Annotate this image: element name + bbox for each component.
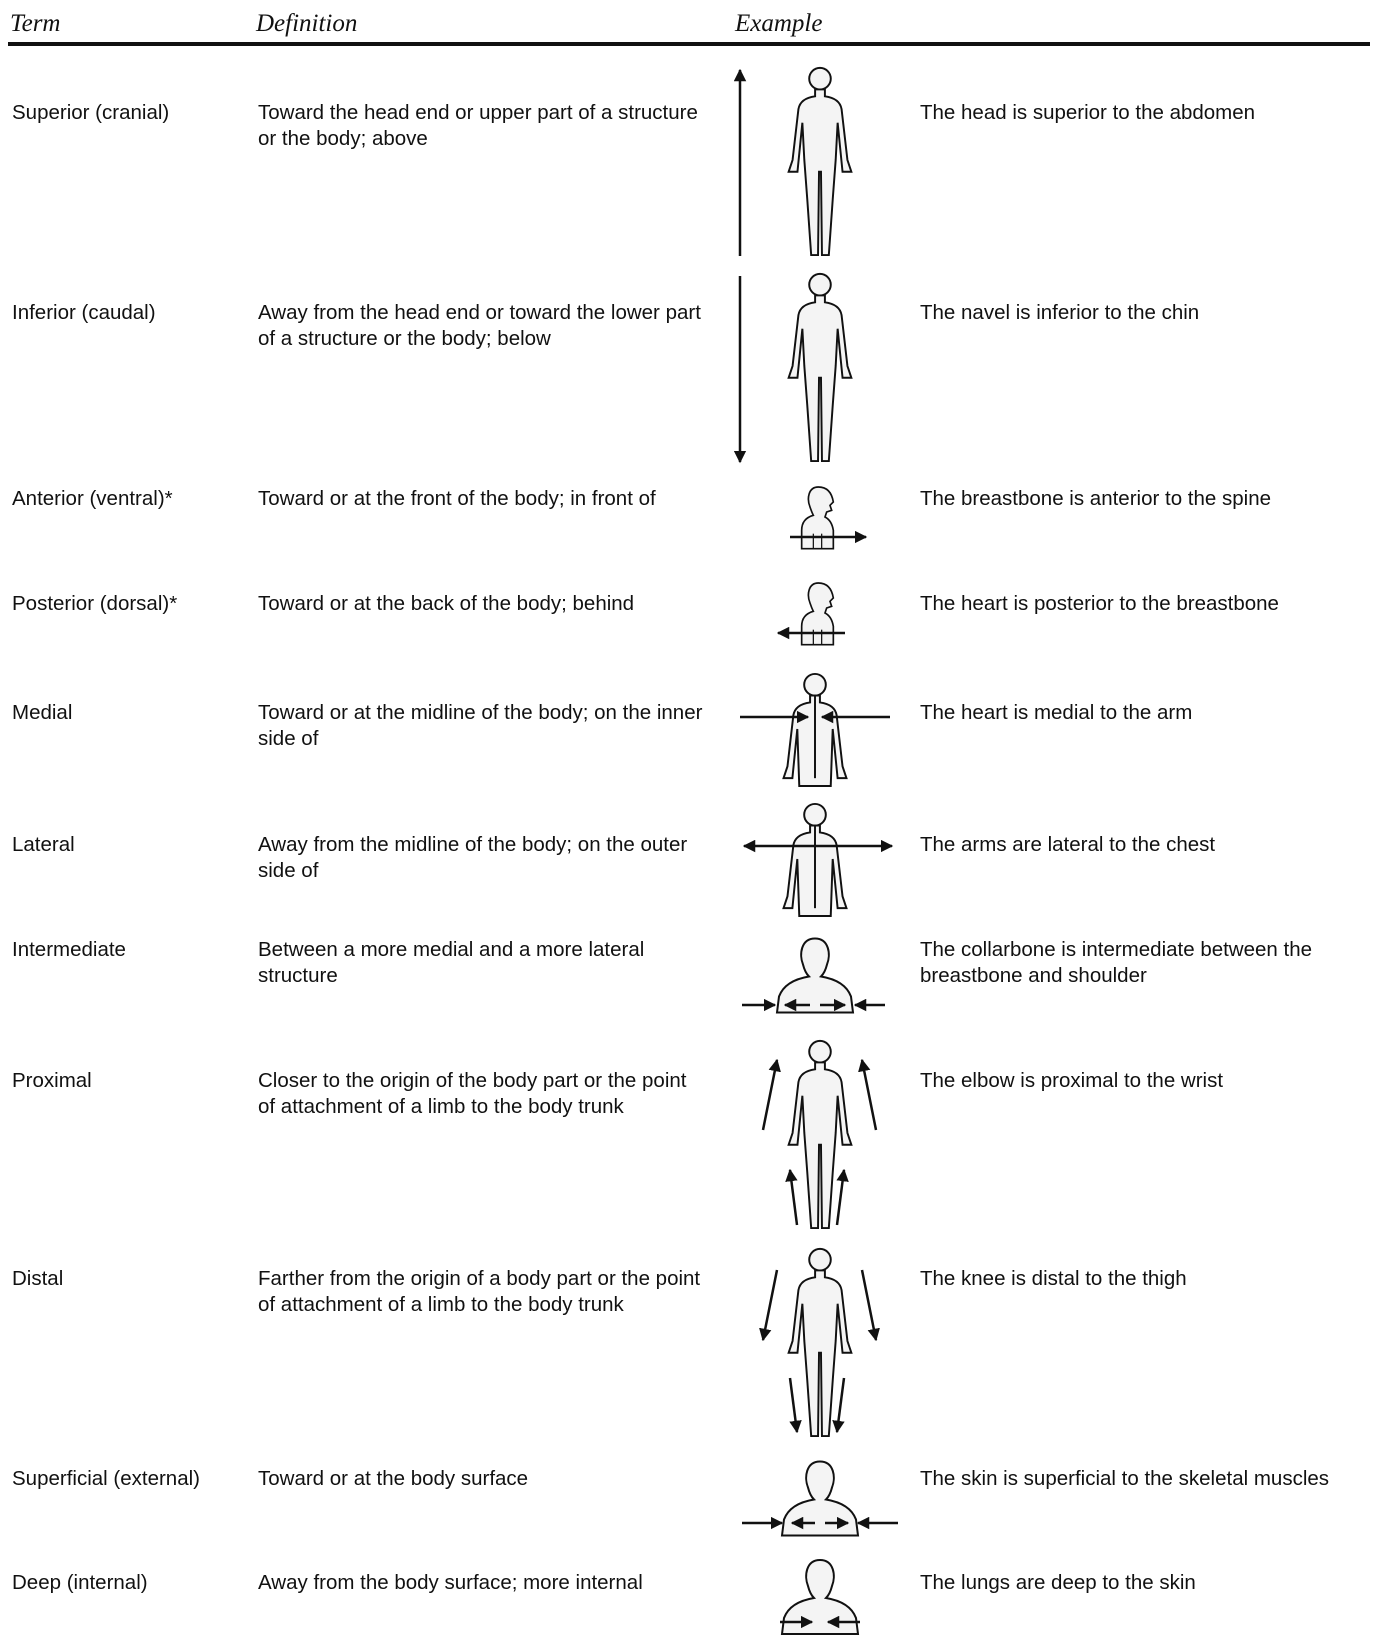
row-example: The navel is inferior to the chin <box>920 301 1200 324</box>
figure-deep <box>780 1558 860 1636</box>
row-example: The collarbone is intermediate between t… <box>920 938 1313 987</box>
figure-posterior <box>776 582 845 646</box>
row-term: Inferior (caudal) <box>12 301 156 324</box>
row-term: Medial <box>12 701 73 724</box>
row-definition: Toward or at the midline of the body; on… <box>258 701 703 750</box>
row-example: The heart is posterior to the breastbone <box>920 592 1279 615</box>
row-definition: Toward the head end or upper part of a s… <box>258 101 698 150</box>
row-term: Proximal <box>12 1069 92 1092</box>
figure-inferior <box>733 272 853 464</box>
row-example: The arms are lateral to the chest <box>920 833 1216 856</box>
row-term: Anterior (ventral)* <box>12 487 173 510</box>
row-term: Intermediate <box>12 938 126 961</box>
figure-anterior <box>790 486 868 550</box>
row-definition: Away from the body surface; more interna… <box>258 1571 643 1594</box>
figure-intermediate <box>742 937 885 1014</box>
figure-distal <box>759 1247 880 1438</box>
row-term: Posterior (dorsal)* <box>12 592 178 615</box>
figure-lateral <box>742 802 894 918</box>
figure-superficial <box>742 1460 898 1537</box>
row-definition: Closer to the origin of the body part or… <box>258 1069 687 1118</box>
row-example: The skin is superficial to the skeletal … <box>920 1467 1330 1490</box>
row-definition: Toward or at the back of the body; behin… <box>258 592 635 615</box>
row-example: The knee is distal to the thigh <box>920 1267 1187 1290</box>
figure-proximal <box>761 1039 878 1230</box>
row-term: Lateral <box>12 833 75 856</box>
row-definition: Away from the midline of the body; on th… <box>258 833 688 882</box>
row-term: Superficial (external) <box>12 1467 200 1490</box>
row-example: The lungs are deep to the skin <box>920 1571 1196 1594</box>
row-example: The elbow is proximal to the wrist <box>920 1069 1224 1092</box>
figure-medial <box>740 672 890 788</box>
figure-superior <box>733 66 853 257</box>
header-definition: Definition <box>256 10 358 37</box>
row-definition: Toward or at the body surface <box>258 1467 529 1490</box>
row-definition: Between a more medial and a more lateral… <box>258 938 645 987</box>
row-term: Deep (internal) <box>12 1571 148 1594</box>
row-example: The heart is medial to the arm <box>920 701 1193 724</box>
row-example: The head is superior to the abdomen <box>920 101 1256 124</box>
row-definition: Toward or at the front of the body; in f… <box>258 487 656 510</box>
header-term: Term <box>10 10 61 37</box>
row-definition: Farther from the origin of a body part o… <box>258 1267 701 1316</box>
row-term: Superior (cranial) <box>12 101 170 124</box>
row-term: Distal <box>12 1267 64 1290</box>
header-rule <box>8 42 1370 46</box>
row-example: The breastbone is anterior to the spine <box>920 487 1271 510</box>
row-definition: Away from the head end or toward the low… <box>258 301 701 350</box>
header-example: Example <box>735 10 823 37</box>
